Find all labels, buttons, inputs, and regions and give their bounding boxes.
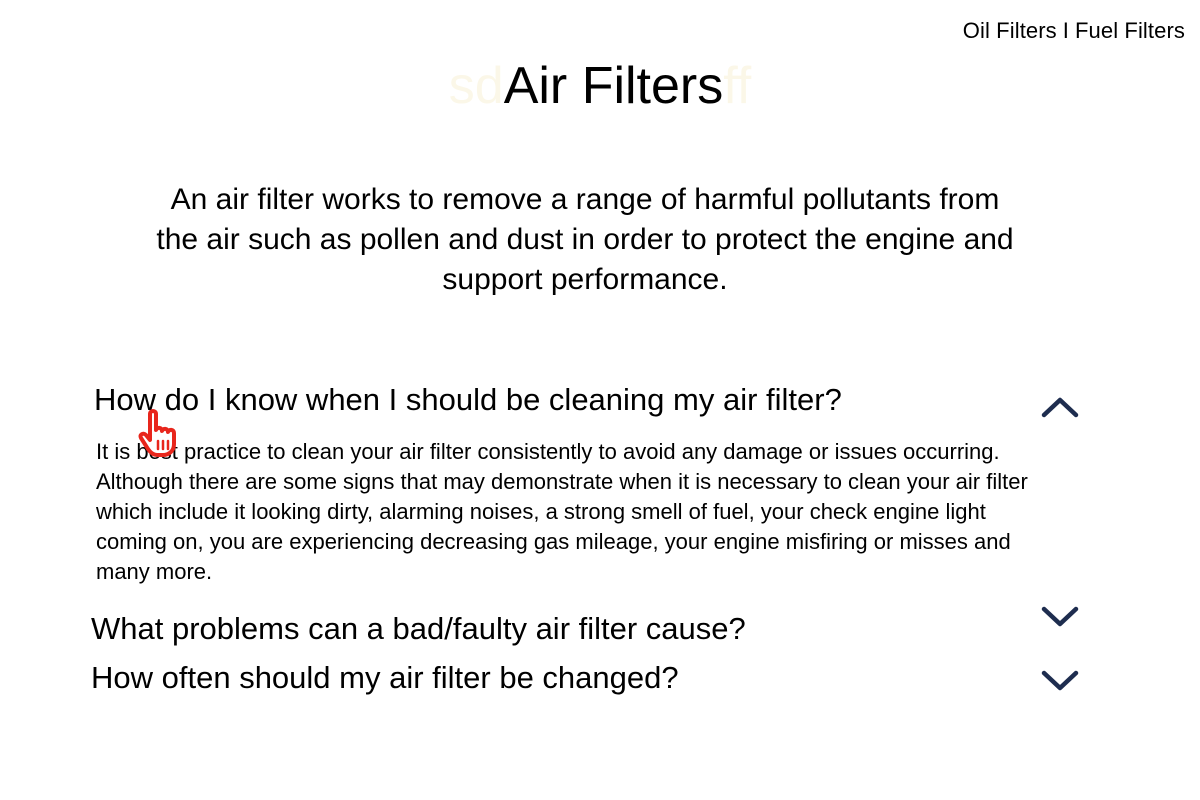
intro-paragraph: An air filter works to remove a range of… bbox=[156, 183, 1014, 296]
faq-question[interactable]: How do I know when I should be cleaning … bbox=[94, 382, 842, 417]
faq-question[interactable]: What problems can a bad/faulty air filte… bbox=[91, 611, 746, 646]
nav-link-fuel-filters[interactable]: Fuel Filters bbox=[1075, 18, 1185, 43]
title-ghost-right: ff bbox=[723, 57, 752, 115]
faq-answer: It is best practice to clean your air fi… bbox=[96, 439, 1028, 584]
chevron-down-icon[interactable] bbox=[1040, 668, 1080, 694]
nav-link-oil-filters[interactable]: Oil Filters bbox=[962, 18, 1057, 43]
top-nav: Oil Filters I Fuel Filters bbox=[963, 18, 1185, 44]
page-title: Air Filters bbox=[503, 57, 724, 115]
page-header: sdAir Filtersff bbox=[0, 56, 1200, 116]
nav-separator: I bbox=[1062, 18, 1069, 43]
chevron-up-icon[interactable] bbox=[1040, 394, 1080, 420]
chevron-down-icon[interactable] bbox=[1040, 604, 1080, 630]
title-ghost-left: sd bbox=[448, 57, 504, 115]
faq-question[interactable]: How often should my air filter be change… bbox=[91, 660, 679, 695]
